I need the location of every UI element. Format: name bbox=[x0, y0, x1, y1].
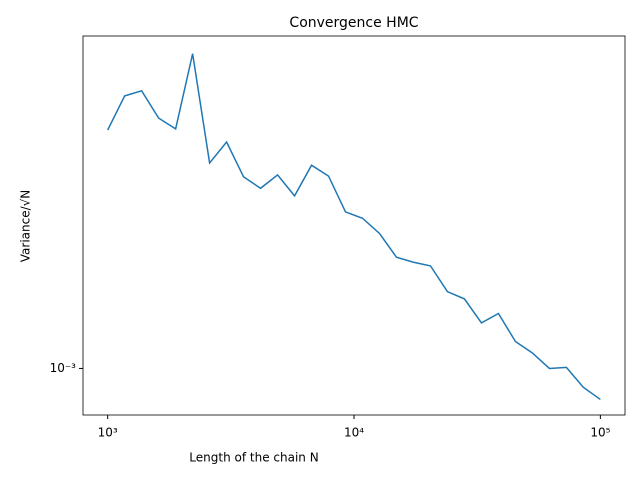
y-tick-label: 10⁻³ bbox=[50, 361, 77, 375]
x-axis-label: Length of the chain N bbox=[189, 451, 318, 465]
x-tick-label: 10³ bbox=[98, 426, 118, 440]
y-axis-label: Variance/√N bbox=[19, 190, 33, 263]
x-tick-label: 10⁴ bbox=[344, 426, 364, 440]
x-tick-label: 10⁵ bbox=[590, 426, 610, 440]
plot-frame bbox=[82, 35, 626, 416]
chart-title: Convergence HMC bbox=[289, 15, 418, 31]
line bbox=[107, 53, 601, 401]
